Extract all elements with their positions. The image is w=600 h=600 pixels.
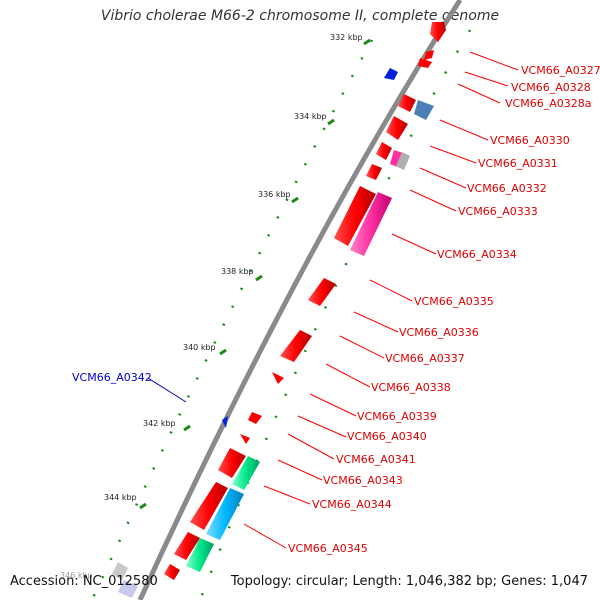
gene-label: VCM66_A0343 (323, 474, 403, 487)
gene-label: VCM66_A0345 (288, 542, 368, 555)
chromosome-backbone (137, 0, 463, 600)
scale-label: 334 kbp (294, 112, 327, 121)
gene-label: VCM66_A0328a (505, 97, 591, 110)
gene-arrow (396, 152, 410, 170)
gene-arrow (414, 100, 434, 120)
gene-label-left: VCM66_A0342 (72, 371, 152, 384)
gene-label: VCM66_A0337 (385, 352, 465, 365)
gene-label: VCM66_A0339 (357, 410, 437, 423)
gene-features (112, 22, 446, 598)
gene-label: VCM66_A0331 (478, 157, 558, 170)
gene-arrow (118, 580, 138, 598)
gene-arrow (186, 538, 214, 572)
gene-label: VCM66_A0341 (336, 453, 416, 466)
label-leaders (243, 51, 519, 549)
gene-arrow (386, 116, 408, 140)
gene-label: VCM66_A0334 (437, 248, 517, 261)
gene-arrow (366, 164, 382, 180)
label-leader-left (147, 377, 187, 403)
gene-arrow (232, 456, 260, 490)
scale-label: 338 kbp (221, 267, 254, 276)
scale-label: 346 kbp (60, 571, 93, 580)
gene-label: VCM66_A0330 (490, 134, 570, 147)
gene-arrow (218, 448, 246, 478)
gene-arrow (206, 488, 244, 540)
gene-arrow (430, 22, 446, 42)
gene-label: VCM66_A0332 (467, 182, 547, 195)
gene-arrow (280, 330, 312, 362)
gene-arrow (376, 142, 392, 160)
scale-ticks (139, 38, 371, 510)
scale-label: 336 kbp (258, 190, 291, 199)
gene-arrow (398, 94, 416, 112)
gene-label: VCM66_A0338 (371, 381, 451, 394)
gene-label: VCM66_A0333 (458, 205, 538, 218)
accession-text: Accession: NC_012580 (10, 574, 158, 589)
gene-arrow (384, 68, 398, 80)
gene-track-dots (198, 29, 472, 600)
gene-arrow (164, 564, 180, 580)
gene-label: VCM66_A0327 (521, 64, 600, 77)
scale-label: 344 kbp (104, 493, 137, 502)
gene-label: VCM66_A0328 (511, 81, 591, 94)
gene-arrow (190, 482, 228, 530)
gene-label: VCM66_A0344 (312, 498, 392, 511)
gene-arrow (112, 562, 128, 580)
scale-label: 342 kbp (143, 419, 176, 428)
gene-arrow (174, 532, 200, 560)
gene-arrow (424, 50, 434, 60)
gene-labels: VCM66_A0327 VCM66_A0328 VCM66_A0328a VCM… (288, 64, 600, 555)
gene-label: VCM66_A0336 (399, 326, 479, 339)
gene-arrow (272, 372, 284, 384)
gene-label: VCM66_A0335 (414, 295, 494, 308)
gene-arrow (222, 416, 228, 428)
map-title: Vibrio cholerae M66-2 chromosome II, com… (100, 8, 500, 24)
genome-summary-text: Topology: circular; Length: 1,046,382 bp… (230, 574, 588, 589)
gene-arrow (418, 58, 432, 68)
scale-label: 332 kbp (330, 33, 363, 42)
gene-arrow (334, 186, 376, 246)
gene-arrow (350, 192, 392, 256)
gene-arrow (308, 278, 336, 306)
scale-labels: 332 kbp 334 kbp 336 kbp 338 kbp 340 kbp … (60, 33, 363, 580)
gene-label: VCM66_A0340 (347, 430, 427, 443)
gene-arrow (248, 412, 262, 424)
gene-arrow (240, 434, 250, 444)
scale-label: 340 kbp (183, 343, 216, 352)
